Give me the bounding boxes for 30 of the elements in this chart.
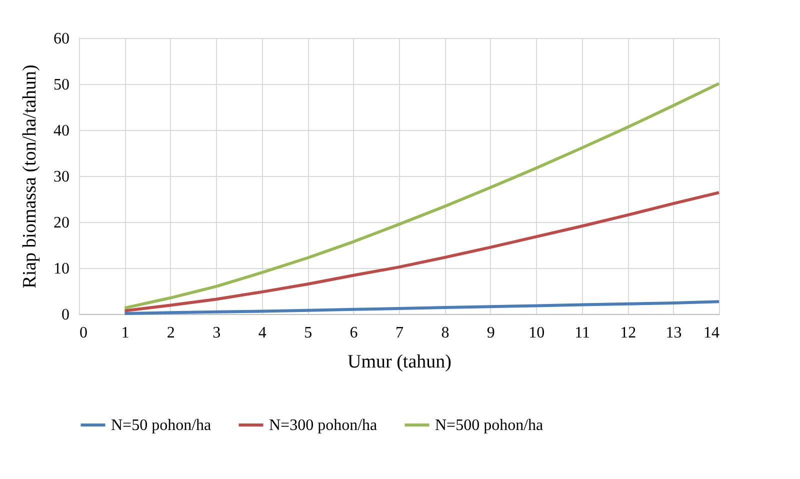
line-series [123,82,720,310]
x-tick-label: 11 [574,324,590,342]
x-tick-label: 8 [441,324,450,342]
x-tick-label: 6 [350,324,358,342]
y-tick-label: 30 [54,168,70,186]
y-tick-label: 50 [54,76,70,94]
line-series [123,300,720,316]
x-tick-label: 12 [620,324,636,342]
line-series [123,191,720,312]
x-tick-label: 1 [121,324,130,342]
legend-label: N=50 pohon/ha [111,417,212,434]
x-tick-label: 5 [304,324,312,342]
y-tick-label: 20 [54,214,70,232]
x-tick-label: 7 [396,324,404,342]
y-tick-label: 60 [54,30,70,48]
x-tick-label: 4 [258,324,266,342]
x-tick-label: 13 [666,324,682,342]
y-axis-title: Riap biomassa (ton/ha/tahun) [20,64,40,288]
x-tick-label: 9 [486,324,495,342]
legend-label: N=300 pohon/ha [269,417,378,434]
x-axis-title: Umur (tahun) [348,352,452,372]
x-tick-label: 0 [80,324,88,342]
legend-label: N=500 pohon/ha [435,417,544,434]
x-tick-label: 3 [212,324,221,342]
y-tick-label: 10 [54,260,70,278]
x-tick-label: 2 [166,324,175,342]
x-tick-label: 10 [528,324,545,342]
y-tick-label: 0 [62,306,70,324]
x-tick-label: 14 [704,324,720,342]
y-tick-label: 40 [54,122,70,140]
